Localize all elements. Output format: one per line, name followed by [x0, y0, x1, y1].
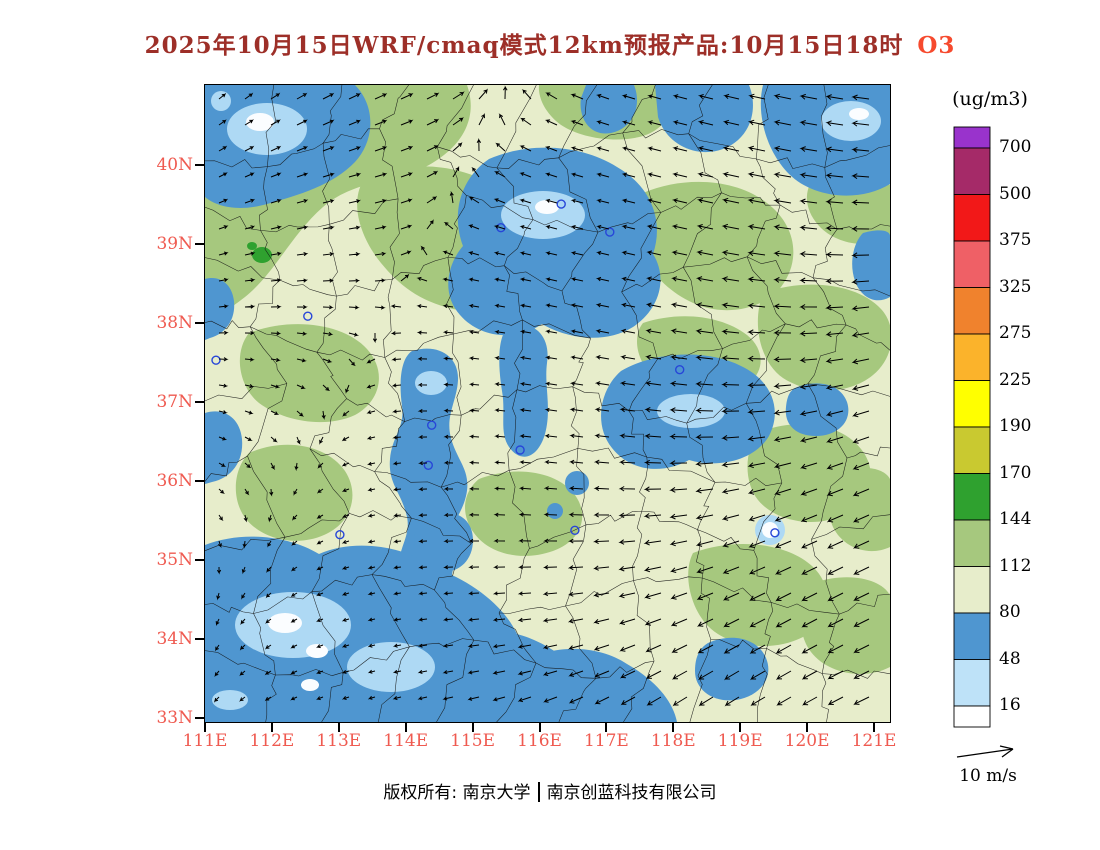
chart-title: 2025年10月15日WRF/cmaq模式12km预报产品:10月15日18时 O… — [0, 26, 1100, 60]
lat-tick — [195, 401, 204, 403]
reference-arrow-icon — [956, 745, 1014, 758]
colorbar-level-label: 48 — [999, 648, 1021, 669]
lon-tick — [605, 723, 608, 732]
colorbar-level-label: 144 — [999, 509, 1032, 529]
fill-low-o3-regions — [205, 85, 890, 722]
colorbar-scale — [953, 126, 991, 728]
colorbar-level-label: 225 — [999, 369, 1032, 390]
copyright-company: 南京创蓝科技有限公司 — [546, 783, 717, 803]
lon-label: 118E — [650, 731, 696, 751]
lon-label: 114E — [383, 731, 429, 751]
lat-tick — [195, 559, 204, 561]
lat-tick — [195, 164, 204, 166]
wind-vectors — [213, 85, 870, 707]
map-plot-area — [204, 84, 891, 723]
lat-label: 40N — [156, 155, 193, 175]
lat-tick — [195, 480, 204, 482]
lat-label: 39N — [156, 234, 193, 254]
lon-tick — [404, 723, 407, 732]
lon-label: 116E — [517, 731, 562, 751]
fill-high-o3-spot — [247, 242, 272, 263]
colorbar — [953, 126, 991, 728]
lat-tick — [195, 717, 204, 719]
wind-speed-label: 10 m/s — [959, 766, 1017, 786]
colorbar-level-label: 700 — [999, 137, 1032, 157]
lon-label: 120E — [784, 731, 830, 751]
footer-divider — [537, 782, 540, 802]
fill-lowest-o3-cores — [246, 108, 869, 691]
colorbar-unit-label: (ug/m3) — [952, 88, 1028, 110]
admin-boundaries — [205, 85, 890, 722]
lon-tick — [204, 723, 206, 732]
copyright-footer: 版权所有: 南京大学 南京创蓝科技有限公司 — [0, 778, 1100, 803]
lat-tick — [195, 243, 204, 245]
lat-label: 38N — [156, 313, 193, 333]
lat-tick — [195, 638, 204, 640]
lat-label: 35N — [156, 550, 193, 570]
lon-tick — [806, 723, 809, 732]
lon-tick — [471, 723, 474, 732]
colorbar-level-label: 325 — [999, 276, 1032, 297]
colorbar-level-label: 275 — [999, 323, 1032, 343]
lat-tick — [195, 322, 204, 324]
lon-label: 111E — [182, 731, 228, 751]
lon-tick — [873, 723, 875, 732]
wind-reference-legend: 10 m/s — [948, 742, 1028, 786]
lat-label: 34N — [156, 629, 193, 649]
colorbar-level-label: 16 — [999, 695, 1021, 715]
colorbar-level-label: 80 — [999, 602, 1021, 622]
map-canvas — [205, 85, 890, 722]
lat-label: 33N — [156, 708, 193, 728]
colorbar-level-label: 190 — [999, 416, 1032, 436]
colorbar-level-label: 500 — [999, 183, 1032, 204]
lat-label: 37N — [156, 392, 193, 412]
lon-tick — [538, 723, 541, 732]
colorbar-level-label: 112 — [999, 555, 1032, 576]
lon-label: 121E — [851, 731, 897, 751]
lon-label: 119E — [717, 731, 763, 751]
copyright-owner: 版权所有: 南京大学 — [383, 783, 531, 803]
species-label: O3 — [917, 32, 956, 59]
lon-label: 117E — [583, 731, 629, 751]
lon-label: 113E — [316, 731, 362, 751]
station-markers — [211, 199, 780, 540]
chart-title-text: 2025年10月15日WRF/cmaq模式12km预报产品:10月15日18时 — [144, 32, 904, 59]
lon-tick — [739, 723, 742, 732]
lon-label: 112E — [249, 731, 295, 751]
lat-label: 36N — [156, 471, 193, 491]
lon-tick — [270, 723, 273, 732]
lon-tick — [672, 723, 675, 732]
lon-label: 115E — [450, 731, 496, 751]
colorbar-level-label: 170 — [999, 462, 1032, 483]
colorbar-level-label: 375 — [999, 230, 1032, 250]
lon-tick — [337, 723, 340, 732]
